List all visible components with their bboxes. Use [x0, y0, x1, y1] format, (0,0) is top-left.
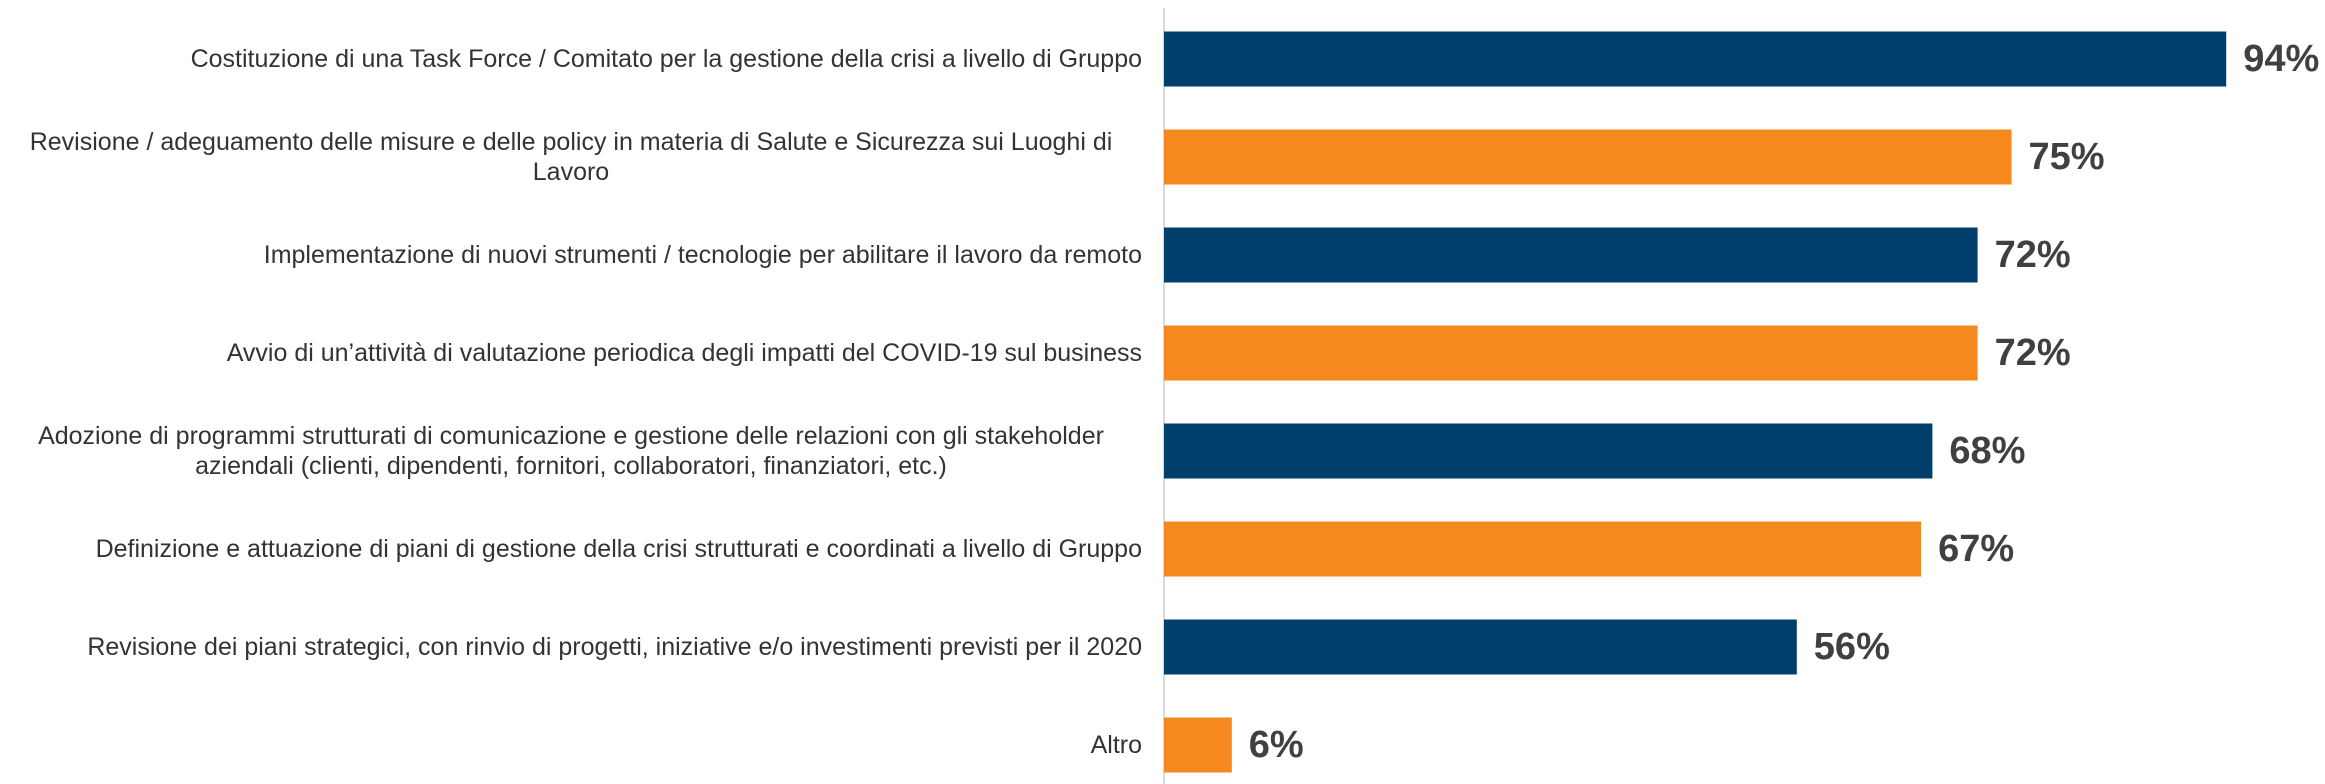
bar	[1164, 31, 2227, 87]
bar	[1164, 619, 1797, 675]
category-text: Revisione / adeguamento delle misure e d…	[29, 128, 1113, 186]
category-label: Altro	[0, 730, 1142, 760]
value-label: 75%	[2029, 136, 2105, 178]
category-text: Revisione dei piani strategici, con rinv…	[87, 633, 1142, 661]
category-text: Implementazione di nuovi strumenti / tec…	[263, 241, 1142, 269]
value-label: 6%	[1249, 724, 1304, 766]
bar	[1164, 227, 1978, 283]
category-text: Adozione di programmi strutturati di com…	[38, 422, 1104, 480]
category-text: Avvio di un’attività di valutazione peri…	[226, 339, 1142, 367]
bar	[1164, 325, 1978, 381]
category-label: Costituzione di una Task Force / Comitat…	[0, 44, 1142, 74]
bar	[1164, 521, 1922, 577]
value-label: 67%	[1938, 528, 2014, 570]
category-label: Adozione di programmi strutturati di com…	[0, 421, 1142, 481]
category-label: Revisione / adeguamento delle misure e d…	[0, 127, 1142, 187]
value-label: 72%	[1995, 332, 2071, 374]
category-text: Altro	[1090, 731, 1142, 759]
bar	[1164, 717, 1232, 773]
category-label: Definizione e attuazione di piani di ges…	[0, 534, 1142, 564]
bar	[1164, 423, 1933, 479]
category-text: Costituzione di una Task Force / Comitat…	[190, 45, 1142, 73]
category-text: Definizione e attuazione di piani di ges…	[95, 535, 1142, 563]
category-label: Revisione dei piani strategici, con rinv…	[0, 632, 1142, 662]
value-label: 72%	[1995, 234, 2071, 276]
value-label: 68%	[1949, 430, 2025, 472]
value-label: 94%	[2243, 38, 2319, 80]
category-label: Implementazione di nuovi strumenti / tec…	[0, 240, 1142, 270]
bar	[1164, 129, 2012, 185]
value-label: 56%	[1814, 626, 1890, 668]
category-label: Avvio di un’attività di valutazione peri…	[0, 338, 1142, 368]
